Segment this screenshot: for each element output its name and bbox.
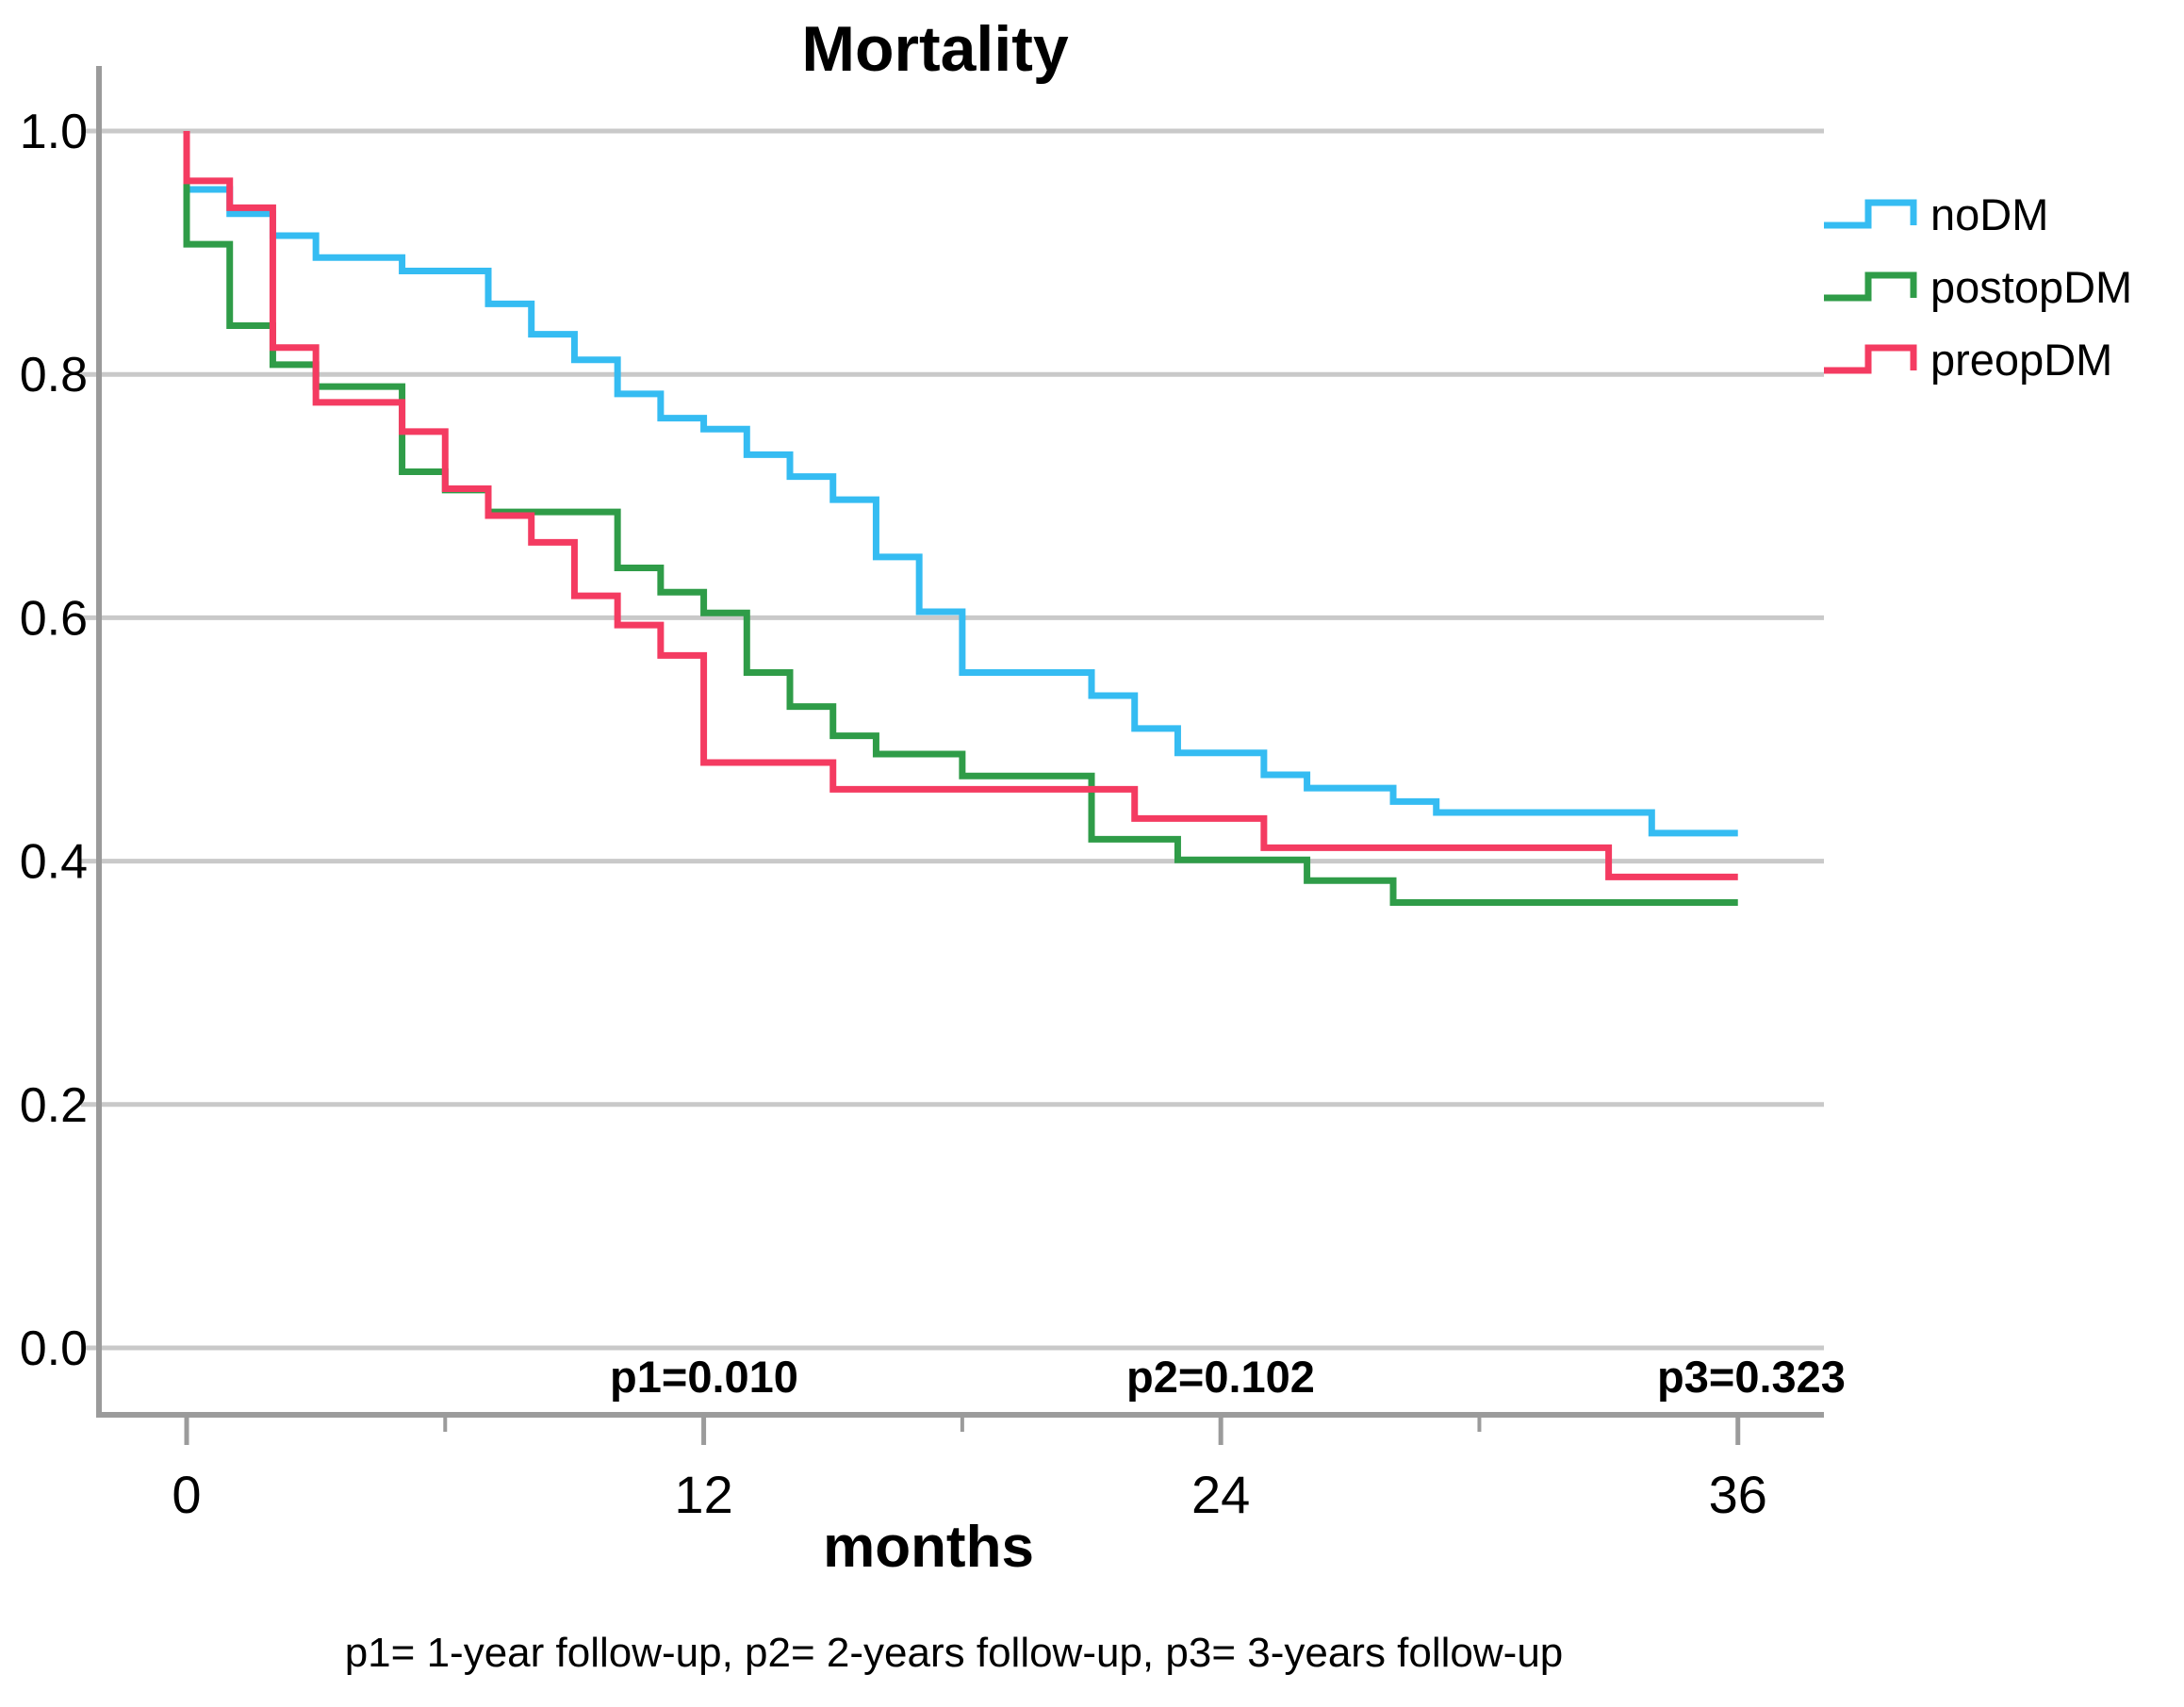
legend-label-noDM: noDM bbox=[1930, 189, 2048, 239]
y-tick-label-1.0: 1.0 bbox=[20, 105, 88, 159]
legend-entry-noDM: noDM bbox=[1824, 189, 2048, 239]
series-path-noDM bbox=[183, 131, 1738, 837]
pvalue-annotation-p1: p1=0.010 bbox=[610, 1352, 798, 1402]
chart-title: Mortality bbox=[801, 13, 1069, 85]
legend-entry-preopDM: preopDM bbox=[1824, 335, 2112, 385]
pvalue-annotation-p2: p2=0.102 bbox=[1126, 1352, 1315, 1402]
x-axis-title: months bbox=[823, 1515, 1034, 1580]
legend-marker-line-preopDM bbox=[1824, 344, 1917, 374]
x-tick-label-12: 12 bbox=[674, 1465, 732, 1524]
survival-curves bbox=[183, 131, 1738, 906]
axes bbox=[96, 66, 1824, 1445]
y-tick-label-0.6: 0.6 bbox=[20, 591, 88, 646]
legend-marker-postopDM bbox=[1824, 271, 1917, 302]
pvalue-annotation-p3: p3=0.323 bbox=[1657, 1352, 1846, 1402]
legend-marker-line-postopDM bbox=[1824, 271, 1917, 302]
legend-marker-noDM bbox=[1824, 199, 1917, 229]
legend-marker-line-noDM bbox=[1824, 199, 1917, 229]
y-tick-label-0.0: 0.0 bbox=[20, 1321, 88, 1376]
legend-label-postopDM: postopDM bbox=[1930, 262, 2132, 312]
y-tick-label-0.4: 0.4 bbox=[20, 835, 88, 890]
x-tick-label-24: 24 bbox=[1191, 1465, 1250, 1524]
legend-entry-postopDM: postopDM bbox=[1824, 262, 2132, 312]
y-tick-label-0.2: 0.2 bbox=[20, 1078, 88, 1133]
legend-marker-preopDM bbox=[1824, 344, 1917, 374]
x-tick-label-0: 0 bbox=[172, 1465, 201, 1524]
legend: noDM postopDM preopDM bbox=[1824, 189, 2132, 385]
y-tick-label-0.8: 0.8 bbox=[20, 348, 88, 402]
footnote: p1= 1-year follow-up, p2= 2-years follow… bbox=[345, 1630, 1564, 1676]
legend-label-preopDM: preopDM bbox=[1930, 335, 2112, 385]
series-path-preopDM bbox=[183, 131, 1738, 880]
x-tick-label-36: 36 bbox=[1709, 1465, 1767, 1524]
tick-labels: 1.0 0.8 0.6 0.4 0.2 0.0 0 12 24 36 bbox=[20, 105, 1767, 1524]
gridlines bbox=[81, 128, 1824, 1351]
